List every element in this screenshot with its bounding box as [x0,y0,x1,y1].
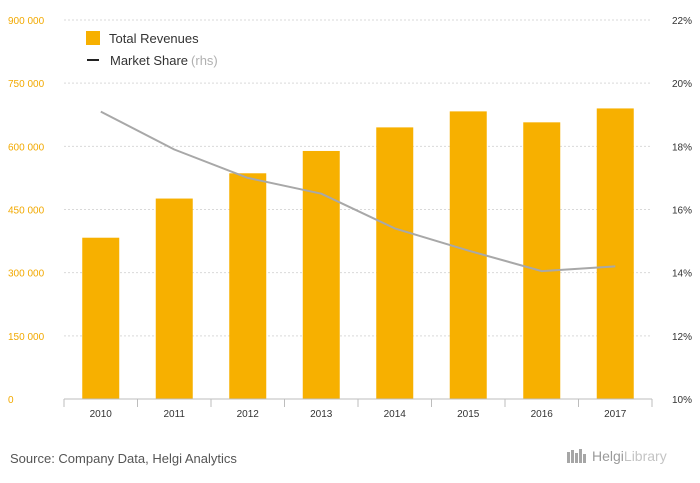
x-tick-label: 2013 [310,409,333,420]
y-right-tick-label: 10% [672,395,692,406]
legend-label-market-share: Market Share [110,52,189,68]
market-share-line [100,110,616,273]
legend-label-total-revenues: Total Revenues [109,30,199,46]
y-left-tick-label: 750 000 [8,79,45,90]
legend-line-swatch [87,59,99,61]
x-tick-label: 2015 [457,409,480,420]
x-tick-label: 2011 [163,409,185,420]
bar [155,198,193,399]
y-left-tick-label: 0 [8,395,14,406]
library-icon [567,449,586,463]
brand-name-library: Library [623,448,667,464]
brand-logo[interactable]: Helgi Library [566,448,667,464]
bar [229,173,267,399]
y-right-tick-label: 14% [672,269,692,280]
bar [82,237,120,399]
y-left-tick-label: 450 000 [8,206,45,217]
legend-bar-swatch [86,31,100,45]
y-right-tick-label: 20% [672,79,692,90]
bar [376,127,414,399]
brand-name-helgi: Helgi [592,448,624,464]
x-tick-label: 2014 [384,409,407,420]
bar [302,150,340,399]
legend-item-total-revenues[interactable]: Total Revenues [86,27,218,49]
y-left-tick-label: 300 000 [8,269,45,280]
y-left-tick-label: 600 000 [8,142,45,153]
bar [596,108,634,399]
legend: Total Revenues Market Share (rhs) [86,27,218,71]
x-tick-label: 2012 [237,409,260,420]
y-left-tick-label: 900 000 [8,16,45,27]
x-tick-label: 2017 [604,409,627,420]
bar [523,122,561,399]
source-note: Source: Company Data, Helgi Analytics [10,451,237,466]
y-left-tick-label: 150 000 [8,332,45,343]
y-right-tick-label: 16% [672,206,692,217]
y-right-tick-label: 18% [672,142,692,153]
y-right-tick-label: 22% [672,16,692,27]
y-right-tick-label: 12% [672,332,692,343]
x-tick-label: 2010 [90,409,113,420]
bar [449,111,487,400]
x-tick-label: 2016 [531,409,554,420]
legend-item-market-share[interactable]: Market Share (rhs) [86,49,218,71]
legend-rhs-note: (rhs) [191,52,218,68]
